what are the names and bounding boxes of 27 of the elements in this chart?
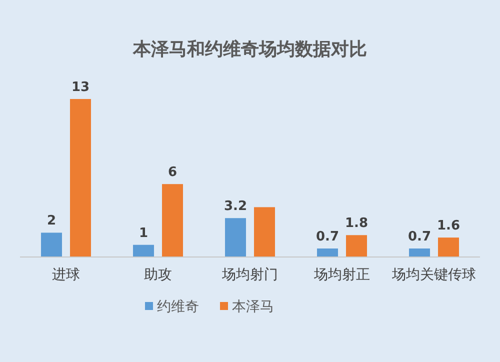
x-tick-label: 场均射正: [313, 267, 370, 283]
data-label: 1.6: [436, 218, 460, 234]
x-tick-label: 助攻: [144, 267, 172, 283]
data-label: 13: [71, 80, 90, 95]
x-tick-label: 进球: [52, 267, 80, 283]
bar: [409, 248, 430, 257]
bar: [133, 244, 154, 257]
data-label: 2: [46, 214, 56, 229]
data-label: 1.8: [344, 216, 368, 232]
x-tick-label: 场均射门: [221, 267, 278, 283]
bar: [70, 99, 91, 257]
legend-label: 约维奇: [157, 299, 199, 315]
bar: [225, 218, 246, 257]
bar: [438, 238, 459, 257]
bar: [317, 248, 338, 257]
bar: [346, 235, 367, 257]
bar: [254, 207, 275, 257]
bar: [162, 184, 183, 257]
chart-title: 本泽马和约维奇场均数据对比: [132, 39, 367, 60]
data-label: 1: [138, 226, 148, 241]
bar: [41, 232, 62, 257]
x-tick-label: 场均关键传球: [391, 267, 476, 283]
data-label: 3.2: [224, 199, 248, 214]
data-label: 6: [168, 165, 178, 180]
legend-label: 本泽马: [232, 299, 274, 315]
data-label: 0.7: [316, 229, 340, 244]
data-label: 0.7: [408, 229, 432, 244]
